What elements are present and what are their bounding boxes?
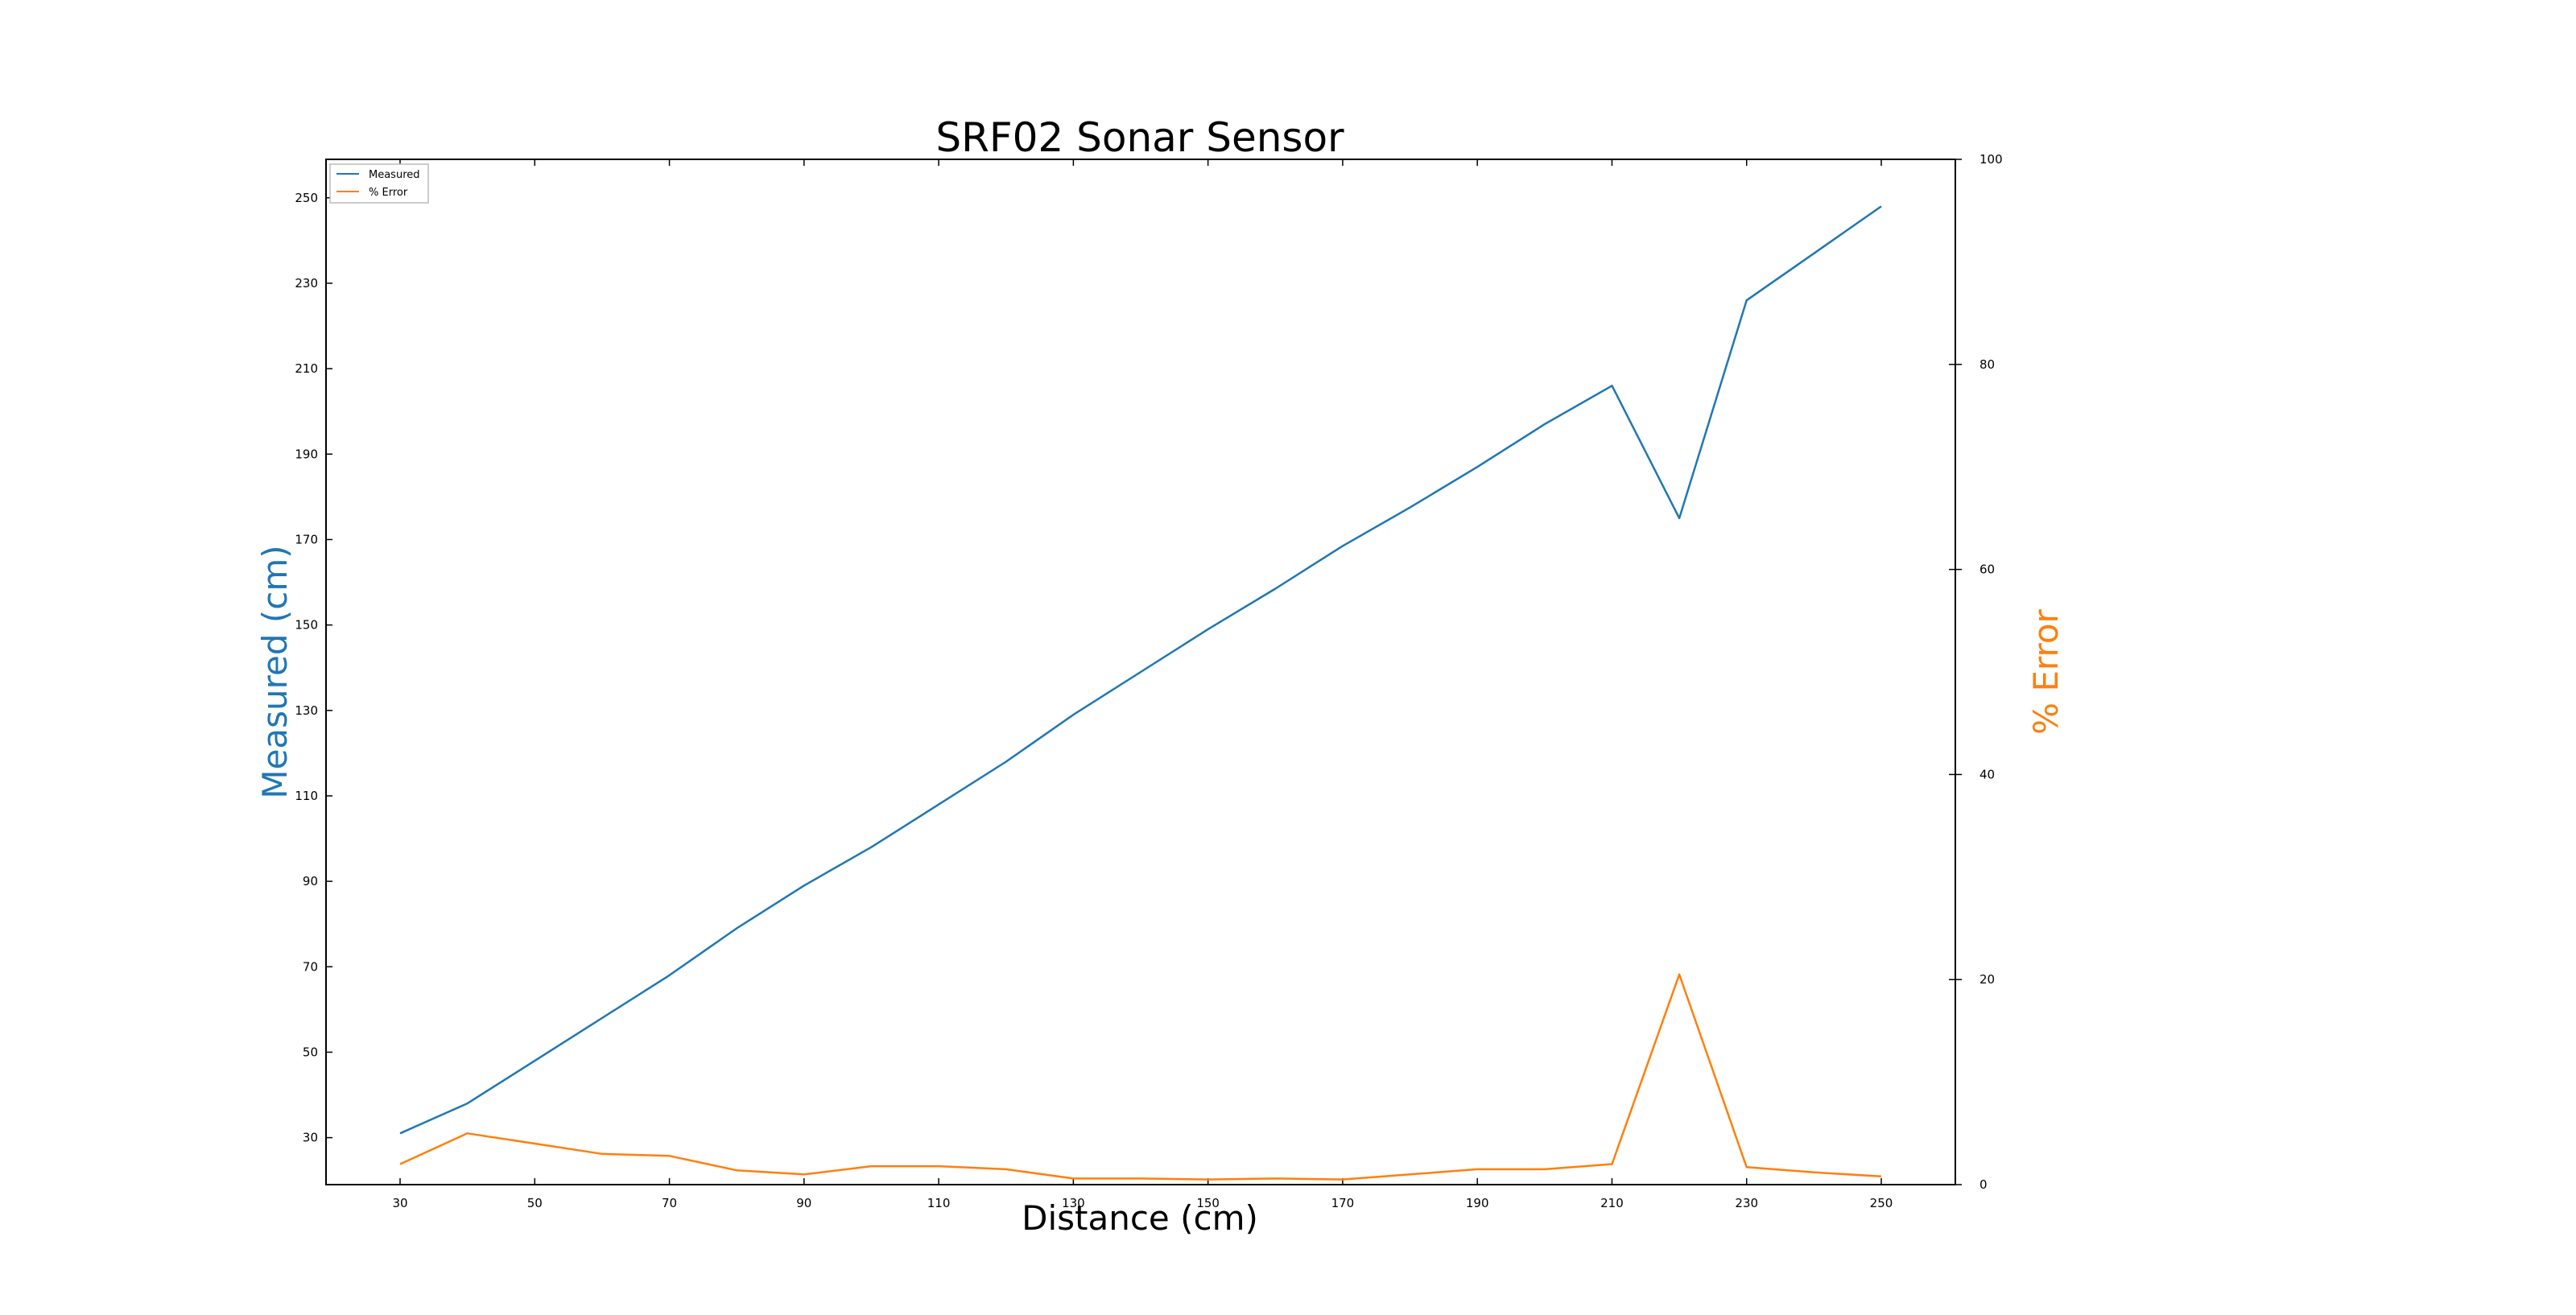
legend-label-error: % Error [369, 187, 408, 199]
chart-title: SRF02 Sonar Sensor [935, 114, 1344, 161]
x-tick-label: 50 [527, 1196, 543, 1210]
legend: Measured % Error [329, 163, 429, 204]
y-tick-label: 190 [295, 447, 318, 461]
y-tick-label: 170 [295, 532, 318, 546]
y-axis-label-left: Measured (cm) [255, 545, 295, 798]
legend-label-measured: Measured [369, 169, 420, 181]
x-tick-label: 150 [1196, 1196, 1220, 1210]
series-line-measured [399, 205, 1882, 1135]
y-tick-label: 250 [295, 191, 318, 205]
x-tick-label: 170 [1331, 1196, 1355, 1210]
x-tick-label: 210 [1600, 1196, 1624, 1210]
x-tick-label: 70 [662, 1196, 677, 1210]
x-tick-label: 230 [1735, 1196, 1758, 1210]
y-tick-label: 70 [303, 959, 318, 974]
series-lines [399, 205, 1882, 1181]
legend-box [329, 163, 429, 204]
x-tick-label: 130 [1062, 1196, 1085, 1210]
y2-tick-label: 0 [1979, 1177, 1988, 1192]
x-tick-label: 30 [392, 1196, 407, 1210]
y-axis-right: 0 20 40 60 80 100 [1949, 152, 2003, 1192]
y-axis-left: 30 50 70 90 110 130 150 170 190 210 230 250 [295, 191, 332, 1145]
x-tick-label: 250 [1870, 1196, 1893, 1210]
x-tick-label: 190 [1466, 1196, 1489, 1210]
y-tick-label: 90 [303, 874, 318, 888]
y-tick-label: 110 [295, 789, 318, 803]
y-tick-label: 50 [303, 1045, 318, 1059]
y-axis-label-right: % Error [2026, 608, 2066, 734]
x-tick-label: 110 [927, 1196, 951, 1210]
y-tick-label: 130 [295, 703, 318, 718]
series-line-error [399, 973, 1882, 1181]
y2-tick-label: 80 [1979, 357, 1995, 372]
y-tick-label: 150 [295, 618, 318, 633]
y-tick-label: 210 [295, 361, 318, 376]
y2-tick-label: 60 [1979, 563, 1995, 577]
x-axis-label: Distance (cm) [1022, 1198, 1258, 1238]
plot-frame [325, 159, 1956, 1185]
y-tick-label: 230 [295, 276, 318, 291]
x-tick-label: 90 [796, 1196, 811, 1210]
y2-tick-label: 20 [1979, 972, 1995, 987]
x-axis: 30 50 70 90 110 130 150 170 190 210 230 250 [392, 159, 1893, 1210]
y2-tick-label: 100 [1979, 152, 2003, 167]
y-tick-label: 30 [303, 1131, 318, 1145]
y2-tick-label: 40 [1979, 767, 1995, 781]
